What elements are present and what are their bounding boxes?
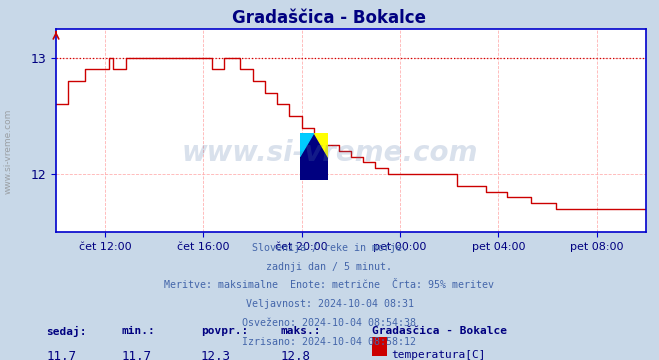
Text: sedaj:: sedaj: [46, 326, 86, 337]
Polygon shape [300, 133, 328, 180]
Text: www.si-vreme.com: www.si-vreme.com [3, 108, 13, 194]
Text: Osveženo: 2024-10-04 08:54:38: Osveženo: 2024-10-04 08:54:38 [243, 318, 416, 328]
Polygon shape [314, 133, 328, 157]
Text: 11,7: 11,7 [46, 350, 76, 360]
Text: Veljavnost: 2024-10-04 08:31: Veljavnost: 2024-10-04 08:31 [246, 299, 413, 309]
Text: Izrisano: 2024-10-04 08:58:12: Izrisano: 2024-10-04 08:58:12 [243, 337, 416, 347]
Text: min.:: min.: [122, 326, 156, 336]
Text: 12,8: 12,8 [280, 350, 310, 360]
Text: Gradaščica - Bokalce: Gradaščica - Bokalce [233, 9, 426, 27]
Text: maks.:: maks.: [280, 326, 320, 336]
Text: 12,3: 12,3 [201, 350, 231, 360]
Text: temperatura[C]: temperatura[C] [391, 350, 485, 360]
Text: 11,7: 11,7 [122, 350, 152, 360]
Polygon shape [300, 133, 314, 157]
Text: Meritve: maksimalne  Enote: metrične  Črta: 95% meritev: Meritve: maksimalne Enote: metrične Črta… [165, 280, 494, 291]
Text: Slovenija / reke in morje.: Slovenija / reke in morje. [252, 243, 407, 253]
Text: www.si-vreme.com: www.si-vreme.com [181, 139, 478, 167]
Text: Gradaščica - Bokalce: Gradaščica - Bokalce [372, 326, 507, 336]
Text: povpr.:: povpr.: [201, 326, 248, 336]
Text: zadnji dan / 5 minut.: zadnji dan / 5 minut. [266, 262, 393, 272]
